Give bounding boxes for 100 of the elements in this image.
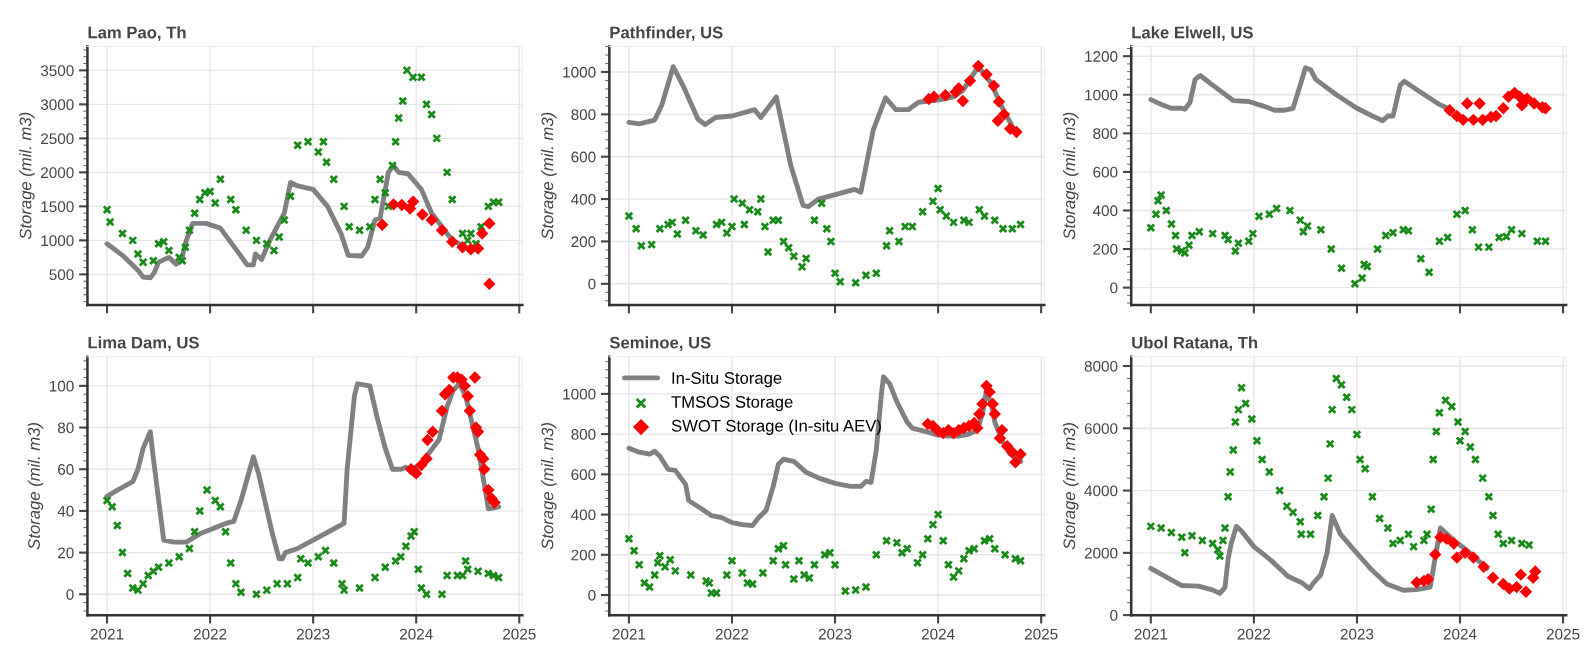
point	[416, 583, 427, 593]
point	[780, 560, 791, 570]
point	[939, 89, 952, 102]
point	[1514, 568, 1528, 581]
y-tick-label: 40	[57, 505, 74, 517]
point	[251, 589, 262, 599]
point	[1497, 102, 1510, 115]
y-tick-label: 60	[58, 464, 74, 475]
point	[987, 79, 1000, 92]
y-tick-label: 8000	[1084, 360, 1118, 372]
y-tick-label: 600	[1093, 166, 1118, 178]
y-tick-label: 1000	[41, 235, 74, 247]
y-tick-label: 800	[571, 428, 596, 440]
x-tick-label: 2025	[1546, 628, 1580, 640]
chart-title: Lima Dam, US	[88, 336, 199, 351]
point	[885, 226, 895, 236]
point	[461, 556, 471, 566]
x-tick-label: 2025	[1024, 628, 1058, 640]
point	[990, 544, 1000, 554]
y-tick-label: 2000	[1084, 547, 1118, 559]
point	[1153, 196, 1163, 206]
point	[954, 566, 964, 576]
point	[437, 589, 447, 599]
point	[993, 431, 1007, 445]
point	[756, 194, 766, 204]
point	[1477, 560, 1490, 574]
x-tick-label: 2021	[90, 628, 124, 640]
point	[912, 558, 923, 568]
point	[631, 224, 641, 234]
point	[375, 218, 389, 231]
y-tick-label: 200	[571, 549, 596, 561]
point	[983, 385, 996, 399]
point	[406, 195, 420, 208]
y-tick-label: 0	[588, 589, 596, 601]
point	[380, 562, 390, 572]
chart-title: Ubol Ratana, Th	[1132, 336, 1258, 351]
point	[737, 568, 747, 578]
y-tick-label: 400	[571, 193, 596, 205]
point	[195, 506, 205, 516]
point	[665, 555, 675, 565]
point	[1520, 92, 1534, 105]
point	[1271, 203, 1282, 214]
point	[974, 205, 984, 215]
y-axis-title: Storage (mil. m3)	[27, 422, 44, 550]
point	[935, 205, 945, 215]
point	[468, 371, 482, 384]
point	[1295, 215, 1305, 225]
point	[1506, 225, 1517, 235]
point	[830, 560, 840, 570]
point	[948, 572, 959, 582]
point	[210, 495, 220, 506]
y-axis-title: Storage (mil. m3)	[1062, 422, 1079, 550]
point	[1184, 240, 1194, 250]
y-tick-label: 3000	[40, 99, 74, 111]
point	[475, 227, 489, 240]
point	[995, 423, 1009, 437]
point	[997, 108, 1011, 121]
point	[634, 560, 644, 570]
point	[822, 224, 832, 234]
point	[293, 572, 303, 583]
point	[624, 534, 634, 544]
point	[979, 211, 990, 221]
x-tick-label: 2021	[612, 628, 646, 640]
point	[1298, 227, 1308, 237]
point	[1316, 225, 1326, 235]
x-tick-label: 2022	[193, 628, 227, 640]
y-tick-label: 20	[58, 547, 74, 559]
x-tick-label: 2024	[1443, 628, 1477, 640]
point	[1467, 225, 1478, 235]
point	[988, 407, 1001, 421]
point	[236, 587, 246, 597]
point	[1336, 263, 1347, 273]
point	[476, 452, 490, 466]
point	[760, 221, 770, 232]
point	[413, 564, 423, 574]
y-tick-label: 6000	[1084, 423, 1118, 434]
x-tick-label: 2023	[818, 628, 852, 640]
point	[435, 404, 449, 418]
point	[933, 509, 943, 520]
y-axis-title: Storage (mil. m3)	[541, 112, 557, 240]
point	[972, 59, 985, 73]
point	[794, 556, 804, 566]
point	[1326, 244, 1336, 254]
point	[461, 390, 474, 403]
point	[918, 550, 928, 560]
point	[1357, 273, 1367, 283]
point	[943, 560, 954, 570]
chart-title: Lake Elwell, US	[1132, 26, 1253, 41]
point	[797, 262, 807, 272]
point	[956, 94, 970, 108]
point	[458, 379, 471, 393]
point	[107, 502, 117, 512]
point	[463, 404, 477, 418]
chart-title: Seminoe, US	[609, 336, 711, 351]
y-tick-label: 200	[571, 236, 596, 248]
point	[189, 527, 200, 537]
y-axis-title: Storage (mil. m3)	[19, 112, 35, 240]
point	[881, 241, 892, 251]
x-tick-label: 2023	[1340, 628, 1374, 640]
point	[1350, 279, 1360, 289]
